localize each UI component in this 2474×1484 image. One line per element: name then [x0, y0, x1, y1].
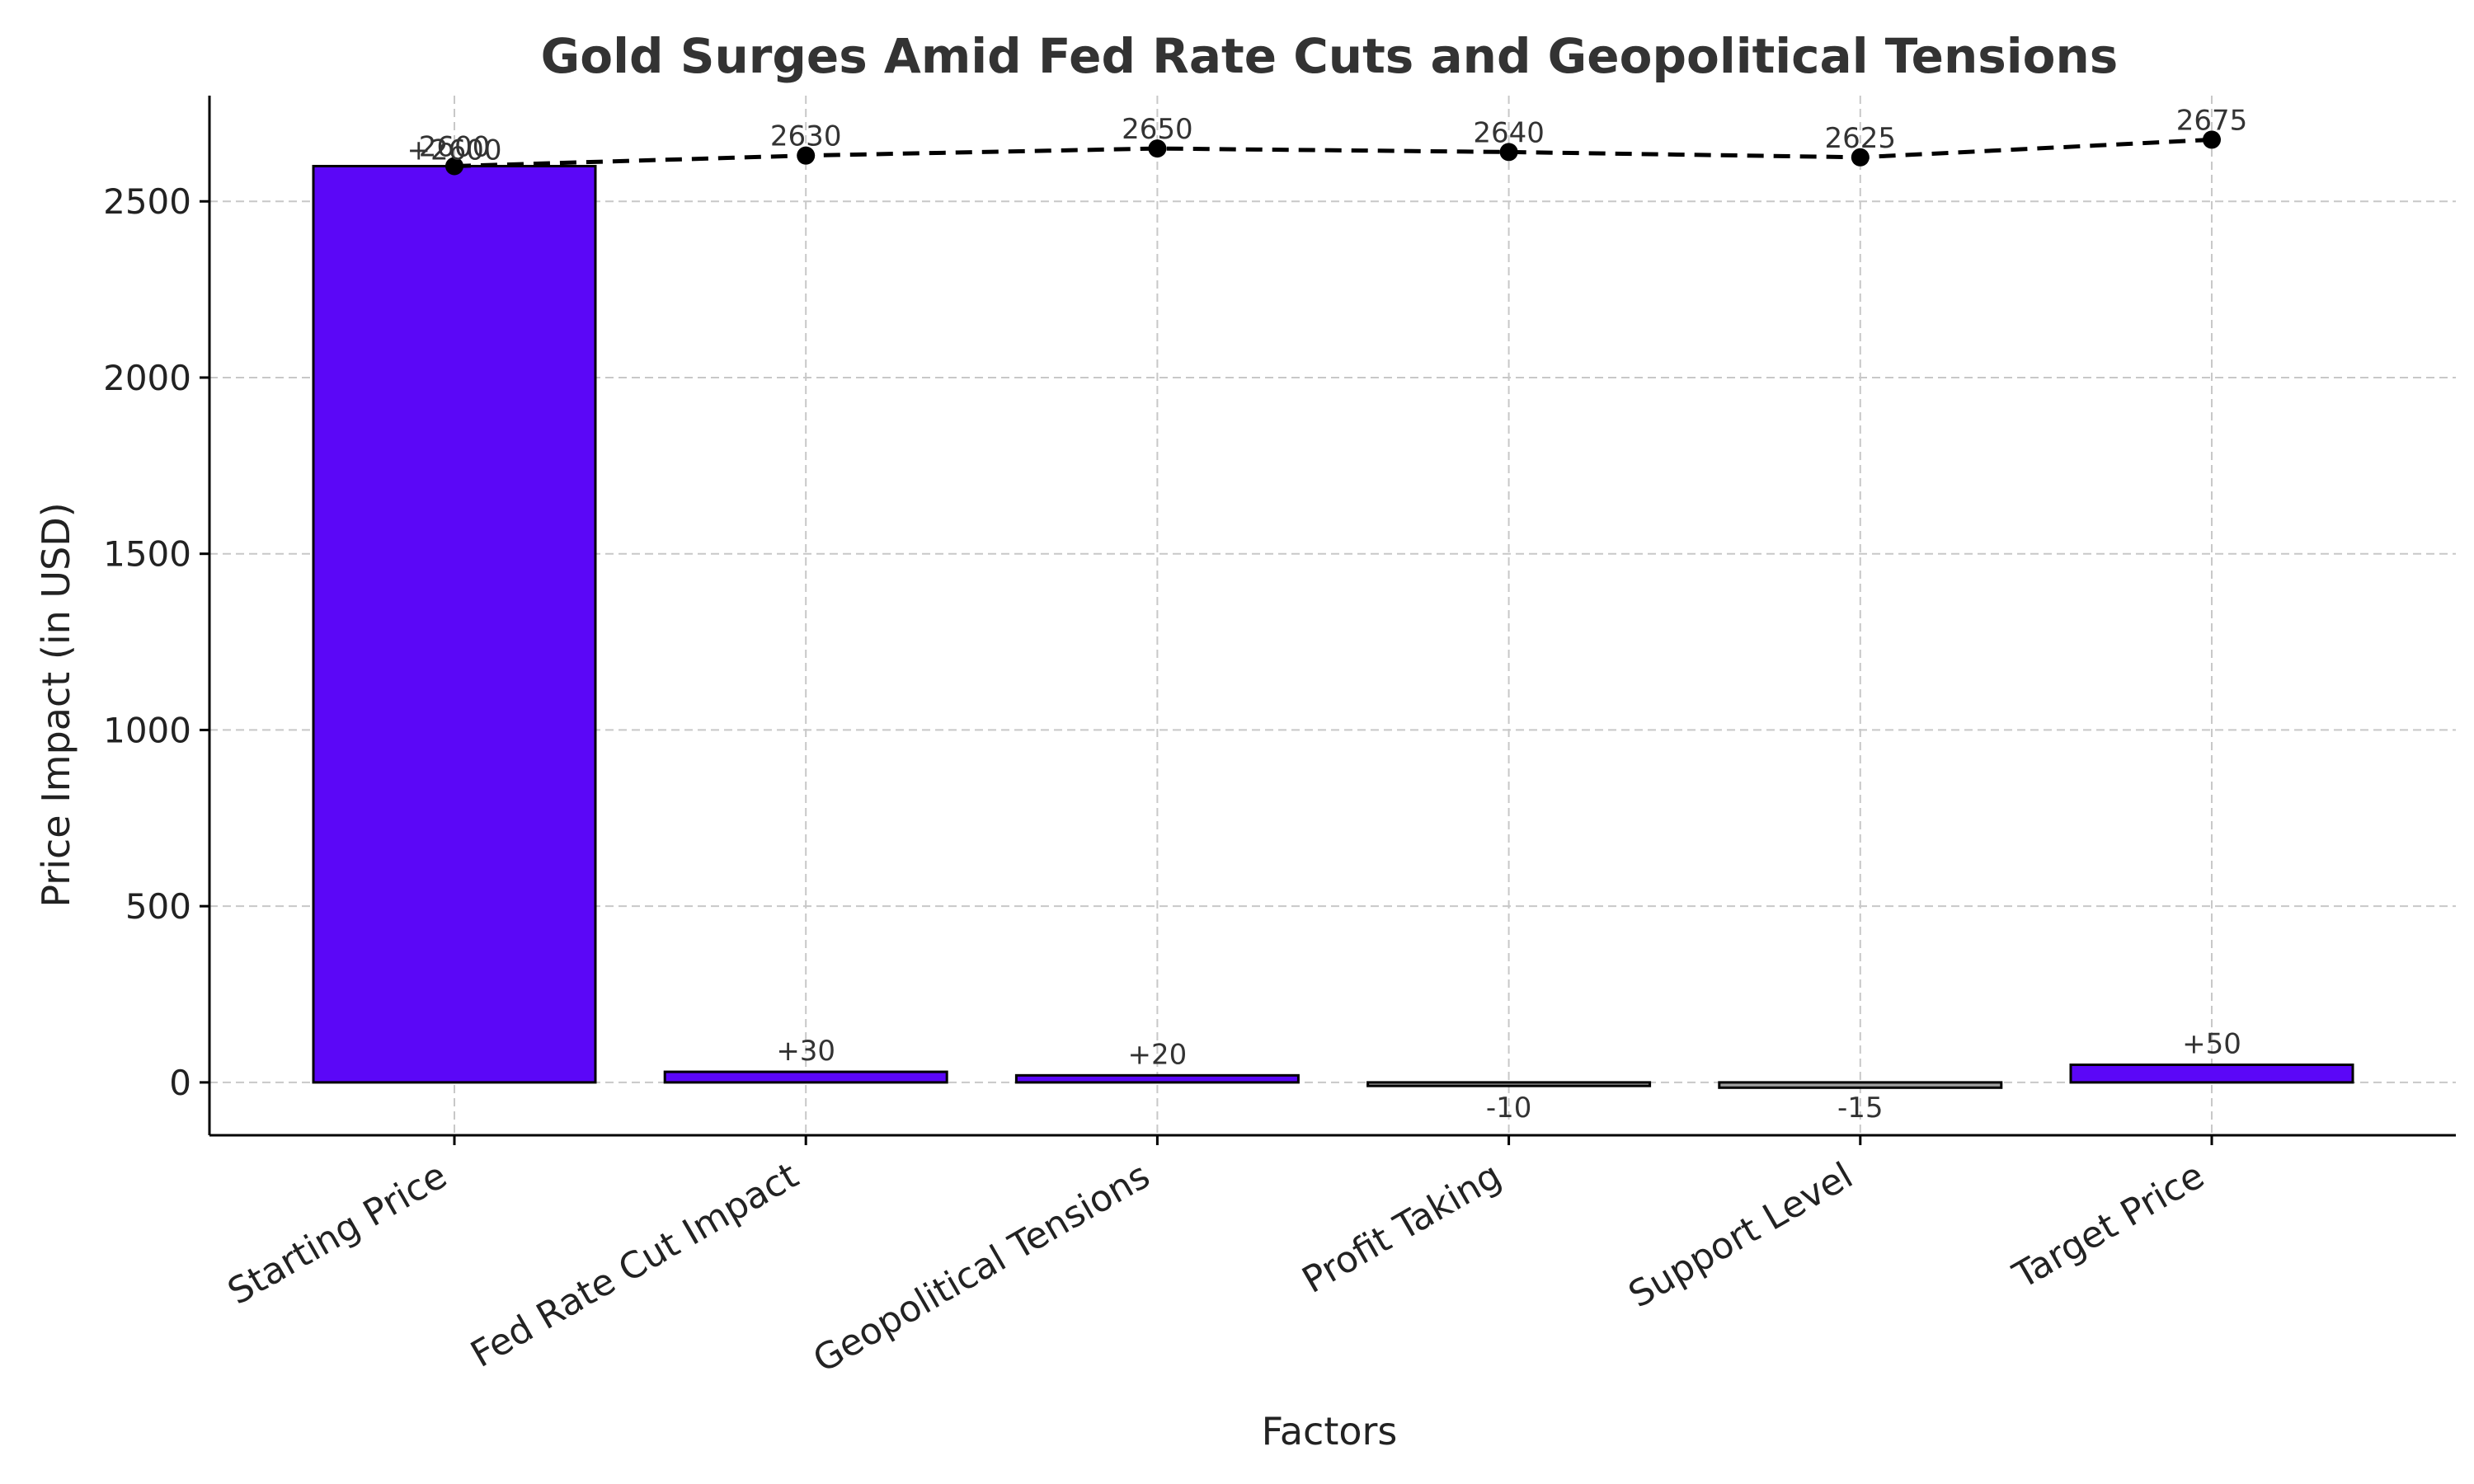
y-tick-label: 1000: [103, 710, 191, 750]
bar-value-label: +20: [1128, 1038, 1188, 1071]
bar-value-label: +30: [776, 1035, 835, 1068]
data-labels: +2600 +30 +20 -10 -15 +50 2600 2630 2650 2640 2625…: [407, 104, 2247, 1124]
cumulative-line: [454, 137, 2213, 168]
bars: [312, 164, 2354, 1089]
bar: [1366, 1081, 1652, 1087]
chart-title: Gold Surges Amid Fed Rate Cuts and Geopo…: [541, 28, 2119, 84]
bar-value-label: +2600: [407, 134, 501, 167]
x-tick-label: Starting Price: [221, 1154, 454, 1313]
bar-value-label: -10: [1486, 1092, 1532, 1125]
cumulative-value-label: 2625: [1825, 122, 1897, 155]
cumulative-point: [2203, 130, 2221, 149]
cumulative-point: [1851, 148, 1870, 167]
y-tick-label: 500: [125, 886, 191, 927]
bar: [2069, 1064, 2354, 1084]
cumulative-line-group: [445, 130, 2221, 176]
y-tick-label: 2500: [103, 181, 191, 222]
bar: [1718, 1081, 2003, 1089]
cumulative-point: [1499, 143, 1518, 162]
bar: [1014, 1073, 1300, 1084]
bar-value-label: +50: [2182, 1028, 2241, 1061]
cumulative-value-label: 2600: [419, 130, 491, 163]
bar: [663, 1070, 948, 1084]
y-axis-label: Price Impact (in USD): [34, 502, 78, 907]
x-tick-label: Support Level: [1621, 1154, 1860, 1316]
x-tick-labels: Starting Price Fed Rate Cut Impact Geopoli…: [221, 1135, 2213, 1381]
cumulative-value-label: 2630: [770, 120, 842, 153]
y-tick-label: 1500: [103, 534, 191, 575]
x-axis-label: Factors: [1262, 1409, 1398, 1453]
y-tick-labels: 0 500 1000 1500 2000 2500: [103, 181, 209, 1103]
cumulative-value-label: 2640: [1473, 116, 1545, 149]
cumulative-value-label: 2650: [1122, 113, 1193, 146]
bar: [312, 164, 597, 1084]
x-tick-label: Profit Taking: [1296, 1154, 1508, 1302]
x-tick-label: Geopolitical Tensions: [807, 1154, 1157, 1381]
axes: [208, 96, 2456, 1137]
x-tick-label: Fed Rate Cut Impact: [464, 1154, 806, 1376]
y-tick-label: 0: [169, 1063, 191, 1103]
bar-value-label: -15: [1837, 1092, 1884, 1125]
cumulative-point: [797, 146, 816, 165]
cumulative-point: [445, 157, 463, 176]
cumulative-point: [1148, 139, 1167, 158]
y-tick-label: 2000: [103, 358, 191, 398]
x-tick-label: Target Price: [2006, 1154, 2211, 1297]
cumulative-value-label: 2675: [2176, 104, 2248, 137]
